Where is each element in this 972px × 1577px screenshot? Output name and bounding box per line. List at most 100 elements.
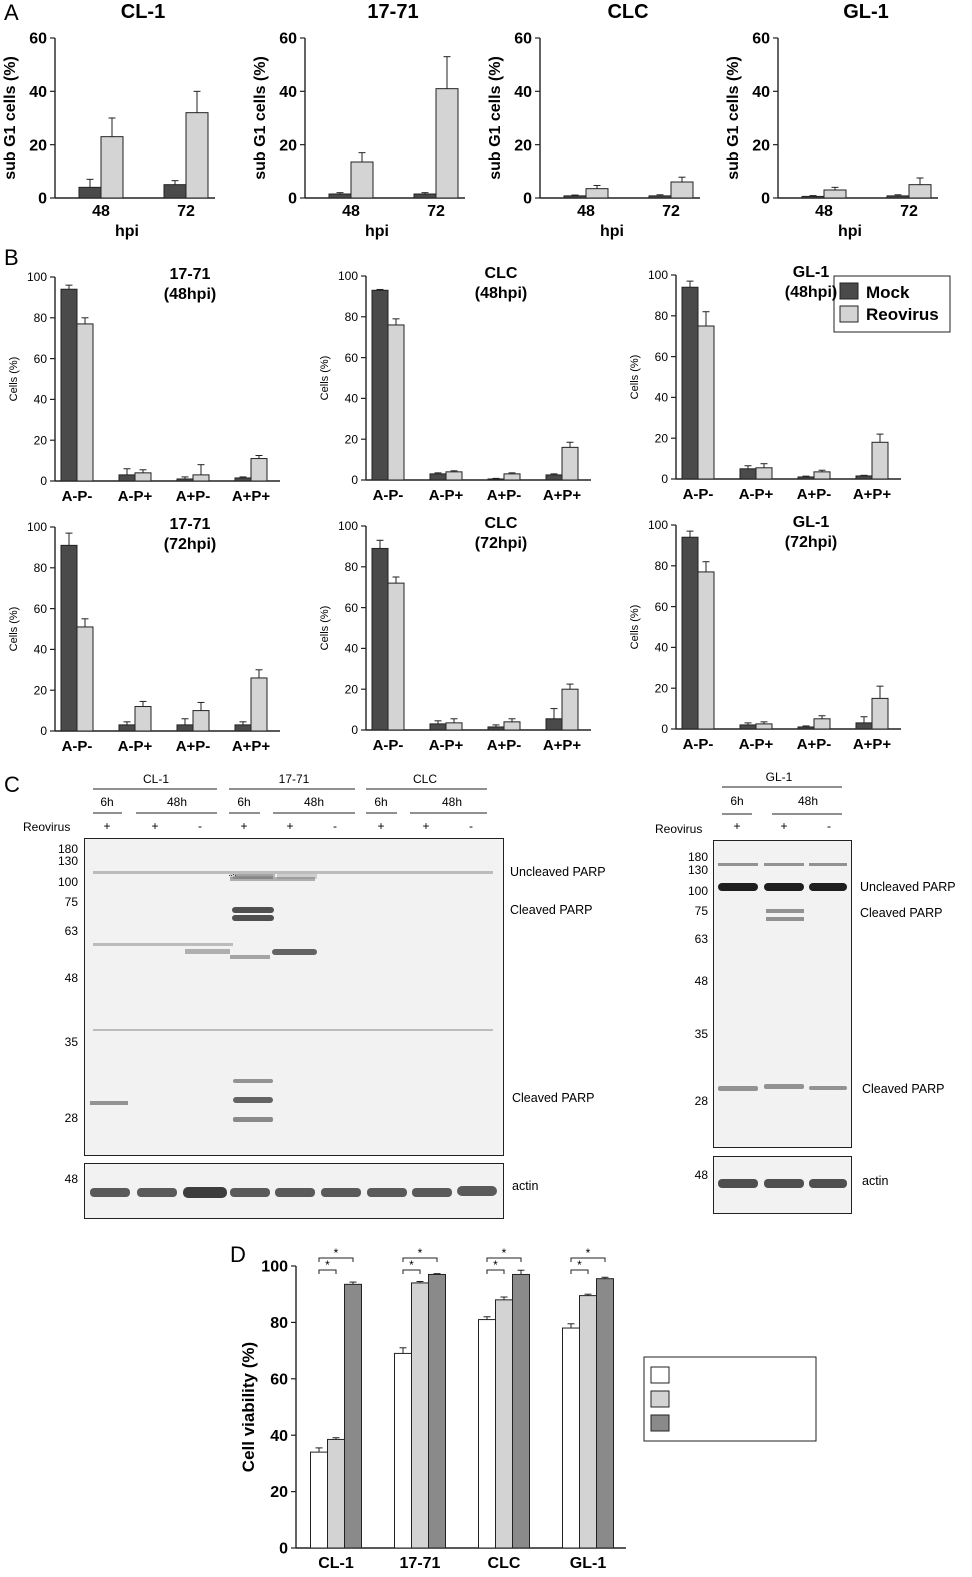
y-tick-label: 100 [27, 520, 47, 534]
bar [561, 688, 579, 731]
blot-right-sign-2: + [780, 819, 787, 833]
y-tick-label: 80 [345, 310, 359, 324]
bar [234, 477, 252, 482]
bar [234, 724, 252, 732]
y-tick-label: 0 [661, 472, 668, 486]
y-tick-label: 80 [270, 1315, 288, 1332]
y-tick-label: 0 [761, 191, 770, 208]
legend-b: Mock Reovirus [833, 275, 951, 333]
category-label: A-P+ [118, 738, 153, 755]
category-label: 72 [900, 203, 918, 220]
chart-title-line: GL-1 [793, 264, 830, 281]
chart-title-line: (48hpi) [785, 284, 837, 301]
y-tick-label: 40 [345, 642, 359, 656]
bar [250, 458, 268, 482]
bar [855, 475, 873, 480]
y-axis-label: Cells (%) [629, 355, 641, 400]
y-tick-label: 60 [345, 601, 359, 615]
bar [487, 726, 505, 731]
bar [871, 441, 889, 480]
blot-right-actin: actin [862, 1174, 888, 1188]
bar [163, 184, 187, 199]
category-label: 48 [92, 203, 110, 220]
significance-star: * [418, 1246, 423, 1260]
bar [118, 724, 136, 732]
category-label: A-P- [62, 488, 93, 505]
bar [350, 161, 374, 199]
bar [562, 1327, 580, 1549]
category-label: A+P- [797, 486, 832, 503]
chart-a2: 0 20 40 60 sub G1 cells (%) 17-71 48 72 hpi [252, 1, 465, 240]
y-tick-label: 0 [288, 191, 297, 208]
bar [411, 1282, 429, 1549]
category-label: A+P+ [853, 486, 892, 503]
bar [585, 188, 609, 199]
bar [435, 88, 459, 199]
x-axis-label: hpi [365, 223, 389, 240]
blot-right-time-1: 6h [730, 794, 743, 808]
chart-title: CLC [607, 1, 648, 23]
blot-left-actin-marker: 48 [65, 1172, 79, 1186]
blot-right-marker-75: 75 [695, 904, 709, 918]
y-tick-label: 40 [34, 643, 48, 657]
chart-title-line: CLC [485, 265, 518, 282]
blot-left-marker-48: 48 [65, 971, 79, 985]
bar [445, 471, 463, 481]
category-label: 72 [427, 203, 445, 220]
blot-left-time-6: 48h [442, 795, 462, 809]
panel-label-d: D [230, 1242, 246, 1267]
chart-title: GL-1 [843, 1, 889, 23]
bar [563, 195, 587, 199]
chart-title: 17-71 [367, 1, 418, 23]
chart-b1: 0 20 40 60 80 100 Cells (%) 17-71 (48hpi) A-P- A-P… [8, 266, 280, 505]
bar [855, 722, 873, 730]
y-tick-label: 0 [351, 473, 358, 487]
blot-right-actin-bands [718, 1179, 847, 1188]
category-label: A+P+ [543, 737, 582, 754]
bar [176, 724, 194, 732]
bar [60, 544, 78, 732]
chart-a4: 0 20 40 60 sub G1 cells (%) GL-1 48 72 hpi [725, 1, 938, 240]
blot-right-cleaved-parp-upper: Cleaved PARP [860, 906, 942, 920]
bar [192, 710, 210, 732]
panel-label-a: A [4, 0, 19, 25]
category-label: A-P+ [739, 486, 774, 503]
bar [428, 1273, 446, 1549]
blot-right-marker-180: 180 [688, 850, 708, 864]
category-label: 72 [177, 203, 195, 220]
y-tick-label: 60 [29, 31, 47, 48]
y-tick-label: 20 [270, 1484, 288, 1501]
bar [134, 472, 152, 482]
y-tick-label: 0 [661, 722, 668, 736]
y-tick-label: 80 [655, 559, 669, 573]
y-tick-label: 40 [279, 84, 297, 101]
y-tick-label: 40 [34, 393, 48, 407]
blot-right-sign-3: - [827, 819, 831, 833]
blot-right-markers: 180 130 100 75 63 48 35 28 48 [688, 850, 708, 1182]
y-axis-label: sub G1 cells (%) [725, 56, 742, 180]
y-tick-label: 40 [270, 1428, 288, 1445]
blot-left-sign-8: + [422, 819, 429, 833]
bar [394, 1352, 412, 1549]
bar [387, 582, 405, 731]
significance-star: * [334, 1246, 339, 1260]
blot-left-marker-28: 28 [65, 1111, 79, 1125]
panel-label-b: B [4, 245, 19, 270]
significance-bracket [318, 1257, 354, 1262]
chart-b2: 0 20 40 60 80 100 Cells (%) CLC (48hpi) A-P- A-P+ A… [319, 265, 591, 504]
blot-right-time-2: 48h [798, 794, 818, 808]
bar [176, 478, 194, 482]
category-label: A-P- [373, 487, 404, 504]
chart-a1: 0 20 40 60 sub G1 cells (%) CL-1 48 72 hpi [2, 1, 215, 240]
y-tick-label: 20 [29, 137, 47, 154]
panel-label-c: C [4, 772, 20, 797]
y-tick-label: 60 [34, 602, 48, 616]
bar [755, 723, 773, 730]
y-axis-label: Cells (%) [8, 607, 20, 652]
bar [512, 1273, 530, 1549]
y-tick-label: 20 [752, 137, 770, 154]
blot-left-group-clc: CLC [413, 772, 437, 786]
category-label: A+P+ [232, 738, 271, 755]
blot-left-group-1771: 17-71 [279, 772, 310, 786]
blot-right-parp-bands [718, 863, 847, 1091]
